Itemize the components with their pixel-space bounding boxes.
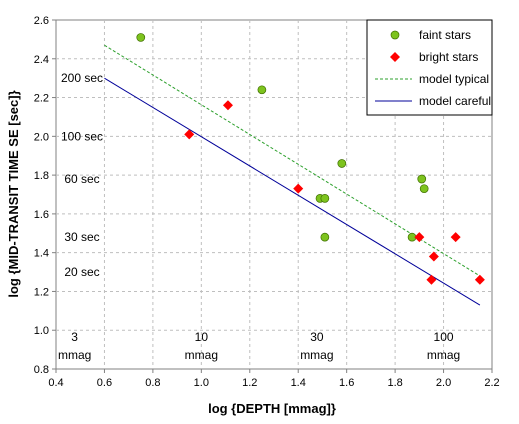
x-tick-label: 2.2: [484, 377, 499, 389]
x-tick-label: 1.6: [339, 377, 354, 389]
legend-model-typical-label: model typical: [419, 72, 489, 86]
depth-annotation-unit: mmag: [58, 348, 91, 362]
depth-annotation-unit: mmag: [185, 348, 218, 362]
y-tick-label: 1.2: [34, 286, 49, 298]
y-axis-label: log {MID-TRANSIT TIME SE [sec]}: [6, 90, 21, 297]
time-annotation: 30 sec: [64, 230, 99, 244]
point-faint-star: [320, 232, 330, 242]
depth-annotation-unit: mmag: [300, 348, 333, 362]
legend-bright-stars-label: bright stars: [419, 50, 478, 64]
point-faint-star: [320, 194, 330, 203]
time-annotation: 200 sec: [61, 71, 103, 85]
point-bright-star: [450, 232, 461, 243]
model-line-model-careful: [104, 77, 481, 306]
y-tick-label: 2.4: [34, 54, 49, 66]
depth-annotation-unit: mmag: [427, 348, 460, 362]
legend-box: [366, 19, 493, 116]
x-axis-label: log {DEPTH [mmag]}: [208, 401, 336, 416]
y-tick-label: 0.8: [34, 364, 49, 376]
legend-model-careful-label: model careful: [419, 94, 491, 108]
point-bright-star: [222, 100, 233, 111]
point-bright-star: [184, 129, 195, 140]
depth-annotation-value: 3: [71, 330, 78, 344]
point-bright-star: [414, 232, 425, 243]
grid-lines: [56, 20, 492, 369]
legend: faint stars bright stars model typical mode…: [366, 19, 493, 116]
y-tick-label: 1.4: [34, 248, 49, 260]
point-faint-star: [417, 174, 427, 184]
x-axis-ticks: 0.4 0.6 0.8 1.0 1.2 1.4 1.6 1.8 2.0 2.2: [48, 369, 500, 389]
x-tick-label: 2.0: [436, 377, 451, 389]
y-tick-label: 1.8: [34, 170, 49, 182]
point-faint-star: [136, 33, 146, 42]
depth-annotation-value: 100: [434, 330, 454, 344]
point-faint-star: [419, 184, 429, 194]
x-tick-label: 0.6: [97, 377, 112, 389]
y-tick-label: 2.6: [34, 15, 49, 27]
point-bright-star: [474, 274, 485, 285]
x-tick-label: 0.4: [48, 377, 63, 389]
time-annotation: 20 sec: [64, 265, 99, 279]
y-tick-label: 2.2: [34, 93, 49, 105]
x-tick-label: 1.0: [194, 377, 209, 389]
point-faint-star: [337, 159, 347, 168]
x-tick-label: 1.2: [242, 377, 257, 389]
y-tick-label: 2.0: [34, 131, 49, 143]
point-bright-star: [426, 274, 437, 285]
legend-faint-stars-label: faint stars: [419, 28, 471, 42]
point-bright-star: [428, 251, 439, 262]
depth-annotation-value: 10: [195, 330, 209, 344]
point-faint-star: [257, 85, 267, 95]
annotations: 200 sec 100 sec 60 sec 30 sec 20 sec 3 mmag 10 m…: [58, 71, 460, 362]
depth-annotation-value: 30: [310, 330, 324, 344]
x-tick-label: 0.8: [145, 377, 160, 389]
y-tick-label: 1.6: [34, 209, 49, 221]
time-annotation: 60 sec: [64, 172, 99, 186]
x-tick-label: 1.8: [387, 377, 402, 389]
y-axis-ticks: 0.8 1.0 1.2 1.4 1.6 1.8 2.0 2.2 2.4 2.6: [34, 15, 56, 376]
point-bright-star: [293, 183, 304, 194]
legend-faint-stars-swatch: [390, 30, 400, 40]
time-annotation: 100 sec: [61, 129, 103, 143]
data-points: [136, 33, 485, 285]
y-tick-label: 1.0: [34, 325, 49, 337]
x-tick-label: 1.4: [291, 377, 306, 389]
legend-bright-stars-swatch: [390, 52, 400, 62]
